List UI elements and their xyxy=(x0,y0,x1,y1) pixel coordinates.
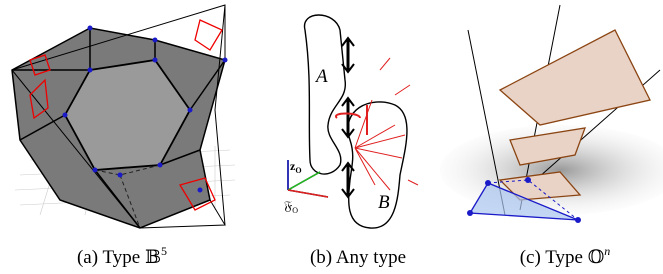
panel-c xyxy=(440,5,663,223)
frame-label: 𝔉O xyxy=(284,198,298,215)
frame-symbol: 𝔉 xyxy=(284,198,292,213)
caption-superscript: n xyxy=(604,244,610,258)
red-twist xyxy=(336,105,367,135)
x-axis xyxy=(288,190,328,197)
y-axis xyxy=(288,172,320,190)
frame-subscript: O xyxy=(292,206,298,215)
region-label: A xyxy=(314,66,328,87)
frame-subscript: O xyxy=(295,166,301,175)
caption-text: (c) Type xyxy=(520,247,583,268)
caption-symbol: 𝕆 xyxy=(588,247,605,268)
panel-b: A B zO 𝔉O xyxy=(284,15,418,228)
caption: (a) Type 𝔹5 xyxy=(77,244,167,268)
caption: (c) Type 𝕆n xyxy=(520,244,611,268)
caption-text: (a) Type xyxy=(77,247,140,268)
cell xyxy=(500,30,650,125)
frame-label: zO xyxy=(290,159,302,175)
region-label: B xyxy=(378,192,390,213)
caption-superscript: 5 xyxy=(161,244,167,258)
caption: (b) Any type xyxy=(310,247,406,268)
panel-a xyxy=(12,5,235,228)
caption-symbol: 𝔹 xyxy=(145,247,161,268)
region-a xyxy=(305,15,346,174)
figure: A B zO 𝔉O (a) Type 𝔹5 (b) Any type (c) T… xyxy=(0,0,663,274)
red-rays xyxy=(355,58,418,190)
